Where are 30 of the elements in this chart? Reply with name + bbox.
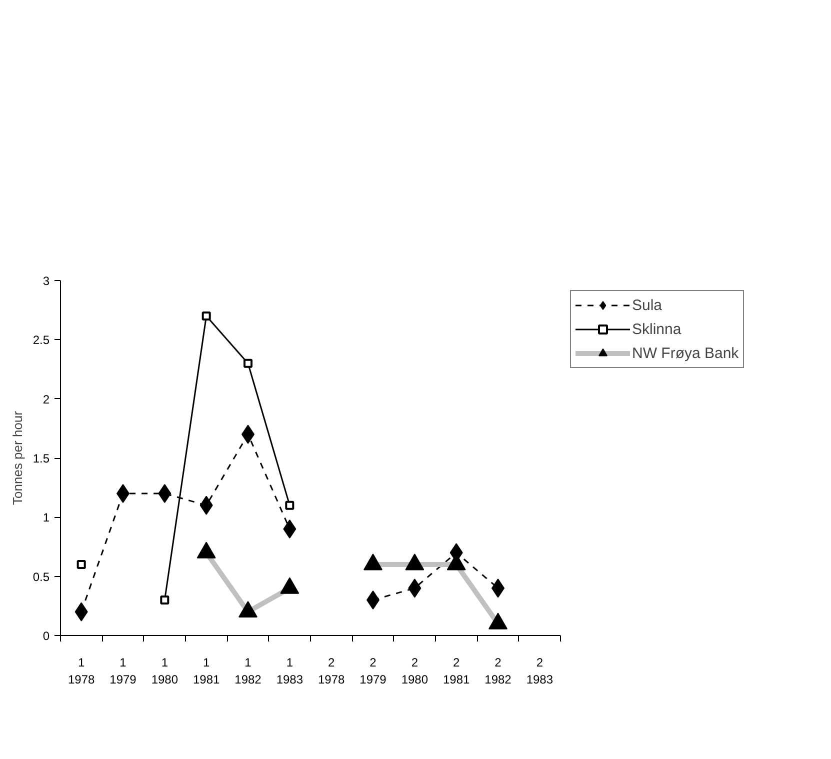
legend-label: NW Frøya Bank [632,344,739,362]
point [76,560,86,569]
point [285,500,294,510]
x-tick-label: 1 1983 [276,656,304,686]
x-tick-label: 2 1978 [318,656,346,686]
x-tick-label: 1 1980 [151,656,178,686]
x-tick-label: 2 1979 [360,656,387,686]
x-tick-label: 1 1979 [110,656,137,686]
y-axis-title: Tonnes per hour [10,410,25,505]
legend-label: Sklinna [632,320,682,338]
point [202,312,211,320]
y-tick-label: 2 [42,392,50,406]
x-tick-label: 2 1981 [442,656,470,686]
point [283,520,296,538]
legend-label: Sula [632,296,662,314]
y-tick-label: 1.5 [32,452,50,466]
y-tick-label: 0 [42,629,50,643]
x-tick-label: 2 1982 [484,656,512,686]
y-tick-label: 0.5 [32,570,50,584]
y-tick-label: 3 [42,274,50,288]
y-tick-label: 1 [42,510,50,525]
x-tick-label: 2 1980 [401,656,428,686]
y-tick-label: 2.5 [32,333,50,348]
point [160,596,170,604]
point [158,484,172,503]
x-tick-label: 1 1982 [234,656,262,686]
x-tick-label: 2 1983 [526,656,554,686]
x-tick-label: 1 1978 [68,656,96,686]
x-tick-label: 1 1981 [192,656,220,686]
point [244,358,252,368]
